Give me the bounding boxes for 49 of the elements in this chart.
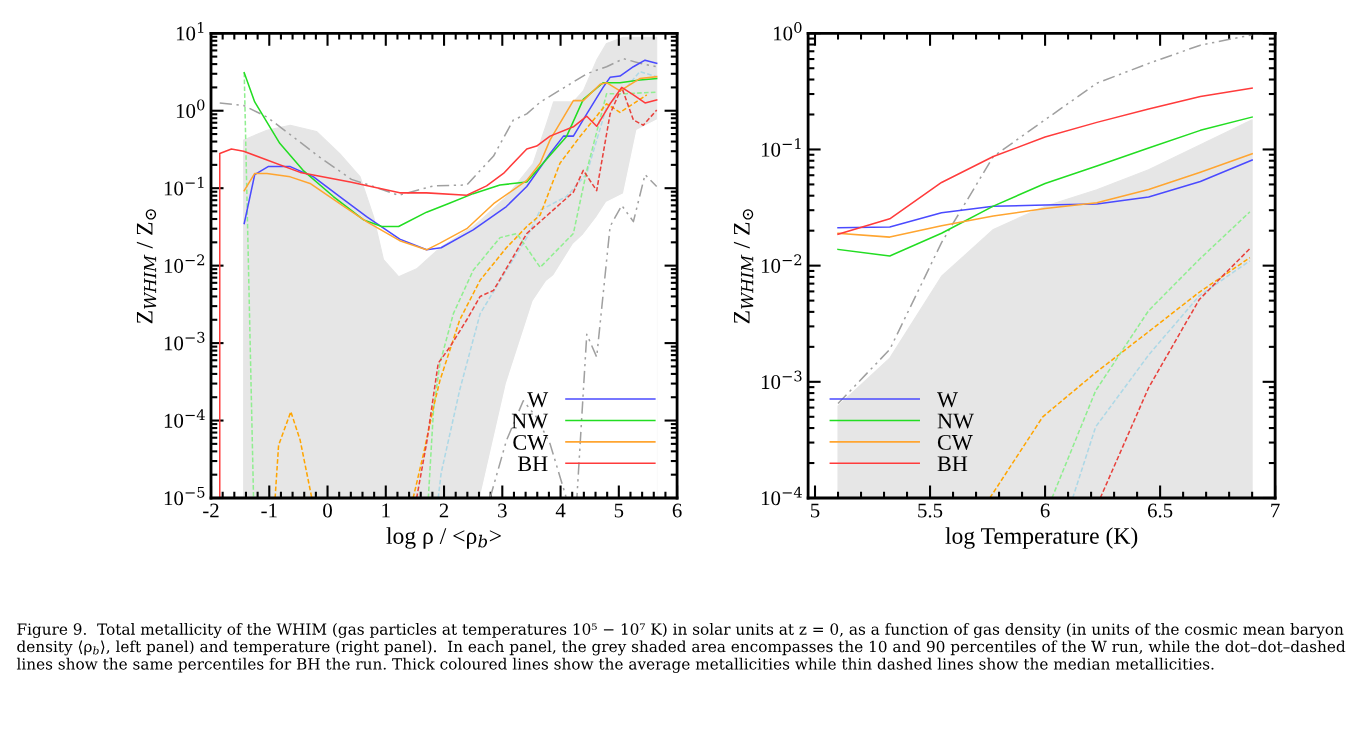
legend-label: BH (937, 456, 968, 472)
y-tick-label: 10$^{0}$ (774, 21, 802, 41)
y-tick-label: 10$^{−1}$ (761, 138, 801, 157)
x-tick-label: -1 (261, 503, 277, 518)
y-tick-label: 10$^{0}$ (176, 99, 205, 119)
line-series (489, 173, 658, 498)
line-series (218, 57, 658, 197)
y-tick-label: 10$^{−3}$ (761, 370, 802, 390)
y-tick-label: 10$^{−5}$ (164, 486, 205, 506)
legend-label: CW (513, 434, 549, 450)
line-series (1051, 211, 1251, 498)
y-tick-label: 10$^{−1}$ (164, 176, 204, 196)
x-tick-label: 5 (614, 503, 624, 518)
line-series (837, 116, 1253, 257)
y-tick-label: 10$^{−2}$ (761, 254, 802, 273)
x-tick-label: 6 (672, 503, 682, 518)
x-tick-label: 5.5 (918, 503, 943, 518)
legend-label: NW (511, 413, 549, 429)
line-series (837, 152, 1253, 238)
y-axis-title: Z$_{WHIM}$ / Z$_{⊙}$ (136, 209, 157, 324)
line-series (837, 87, 1253, 236)
line-series (837, 159, 1253, 229)
x-tick-label: 6 (1040, 503, 1050, 518)
x-tick-label: 1 (382, 503, 390, 518)
x-tick-label: 3 (498, 503, 507, 518)
line-series (1071, 260, 1251, 498)
y-tick-label: 10$^{1}$ (176, 21, 204, 41)
x-tick-label: -2 (203, 503, 219, 518)
legend-label: BH (517, 456, 548, 472)
x-tick-label: 6.5 (1147, 503, 1173, 518)
x-tick-label: 4 (555, 503, 566, 518)
x-tick-label: 0 (323, 503, 332, 518)
x-axis-title: log ρ / <ρ$_{b}$> (386, 527, 501, 549)
legend-label: CW (937, 434, 973, 450)
line-series (989, 256, 1251, 498)
y-axis-title: Z$_{WHIM}$ / Z$_{⊙}$ (733, 209, 754, 324)
legend-label: W (937, 392, 958, 408)
x-tick-label: 2 (439, 503, 449, 518)
y-tick-label: 10$^{−4}$ (164, 409, 205, 428)
caption: Figure 9. Total metallicity of the WHIM (gas particles at temperatures 10⁵ − 10⁷ K) in solar units at z = 0, as a function of gas density (in units of the cosmic mean baryon density ⟨ρ$_{b}$⟩, left panel) and temperature (right panel). In each panel, the grey shaded area encompasses the 10 and 90 percentiles of the W run, while the dot–dot–dashed lines show the same percentiles for BH the run. Thick coloured lines show the average metallicities while thin dashed lines show the median metallicities. (16, 623, 1346, 673)
line-series (1099, 247, 1251, 498)
y-tick-label: 10$^{−3}$ (164, 331, 205, 351)
x-axis-title: log Temperature (K) (945, 527, 1138, 549)
y-tick-label: 10$^{−2}$ (164, 254, 205, 273)
x-tick-label: 7 (1271, 503, 1280, 518)
x-tick-label: 5 (811, 503, 820, 518)
legend-label: W (527, 392, 549, 408)
legend-label: NW (937, 413, 974, 429)
y-tick-label: 10$^{−4}$ (761, 486, 802, 506)
